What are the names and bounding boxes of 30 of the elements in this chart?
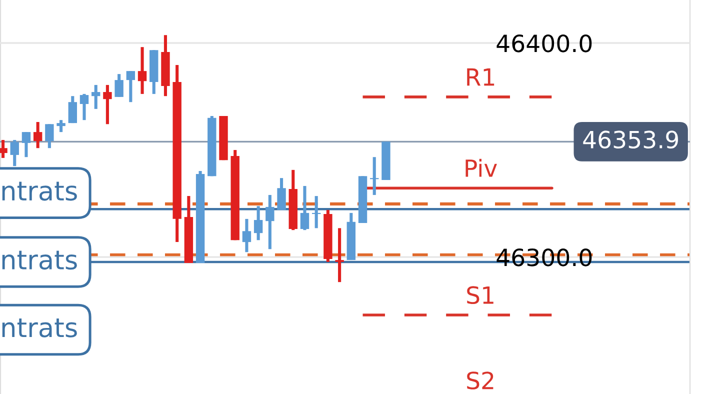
candlestick xyxy=(242,218,252,252)
annotation: ntrats xyxy=(2,182,77,201)
candlestick xyxy=(277,178,286,210)
candlestick xyxy=(335,228,344,282)
ref-line-label: S1 xyxy=(467,286,494,304)
candlestick xyxy=(56,120,66,132)
ref-line-label: 46353.9 xyxy=(583,130,678,149)
candlestick xyxy=(22,132,31,158)
text: S2 xyxy=(467,372,494,390)
candlestick xyxy=(138,47,147,94)
candlestick xyxy=(92,84,100,109)
candlestick xyxy=(80,94,89,120)
candlestick xyxy=(300,186,310,230)
candlestick xyxy=(45,124,54,148)
candlestick xyxy=(312,196,321,228)
candlestick xyxy=(0,140,8,158)
ref-line-label: R1 xyxy=(467,68,494,86)
candlestick xyxy=(103,84,112,124)
annotation: ntrats xyxy=(2,250,77,270)
candlestick xyxy=(254,206,263,240)
candlestick xyxy=(10,140,19,166)
ref-line-label: Piv xyxy=(466,158,497,177)
candlestick xyxy=(370,157,379,195)
annotation: ntrats xyxy=(2,318,77,338)
candlestick xyxy=(33,122,42,148)
y-tick-label: 46400.0 xyxy=(496,34,592,52)
candlestick xyxy=(126,71,136,102)
candlestick xyxy=(68,96,77,124)
candlestick xyxy=(266,194,274,250)
candlestick xyxy=(114,74,124,97)
